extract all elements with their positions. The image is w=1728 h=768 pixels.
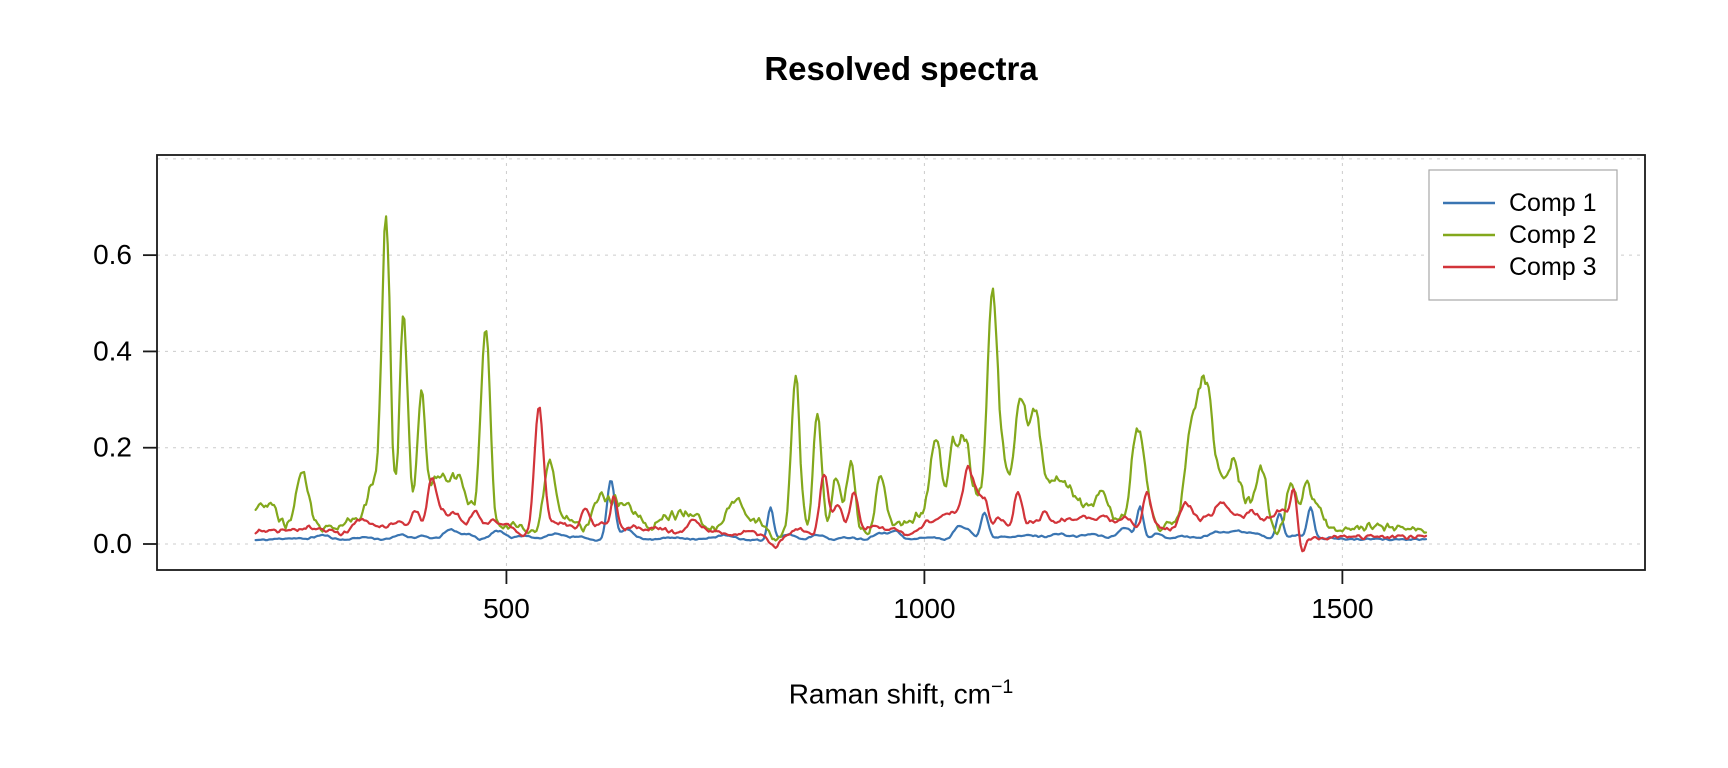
x-tick-label: 500 [483, 593, 530, 624]
y-tick-label: 0.4 [93, 335, 132, 366]
x-tick-label: 1500 [1311, 593, 1373, 624]
chart-title: Resolved spectra [764, 50, 1038, 87]
spectrum-line-comp-2 [254, 215, 1428, 542]
plot-box [156, 154, 1646, 571]
x-axis-label: Raman shift, cm−1 [157, 676, 1645, 710]
spectrum-line-comp-1 [254, 480, 1428, 542]
x-tick-label: 1000 [893, 593, 955, 624]
legend-label-3: Comp 3 [1509, 253, 1597, 281]
legend-label-1: Comp 1 [1509, 189, 1597, 217]
legend-label-2: Comp 2 [1509, 221, 1597, 249]
y-tick-label: 0.2 [93, 432, 132, 463]
x-axis-label-text: Raman shift, cm [788, 678, 991, 710]
y-tick-label: 0.6 [93, 239, 132, 270]
x-axis-label-exponent: −1 [990, 676, 1014, 698]
y-tick-label: 0.0 [93, 528, 132, 559]
spectrum-line-comp-3 [254, 406, 1428, 553]
